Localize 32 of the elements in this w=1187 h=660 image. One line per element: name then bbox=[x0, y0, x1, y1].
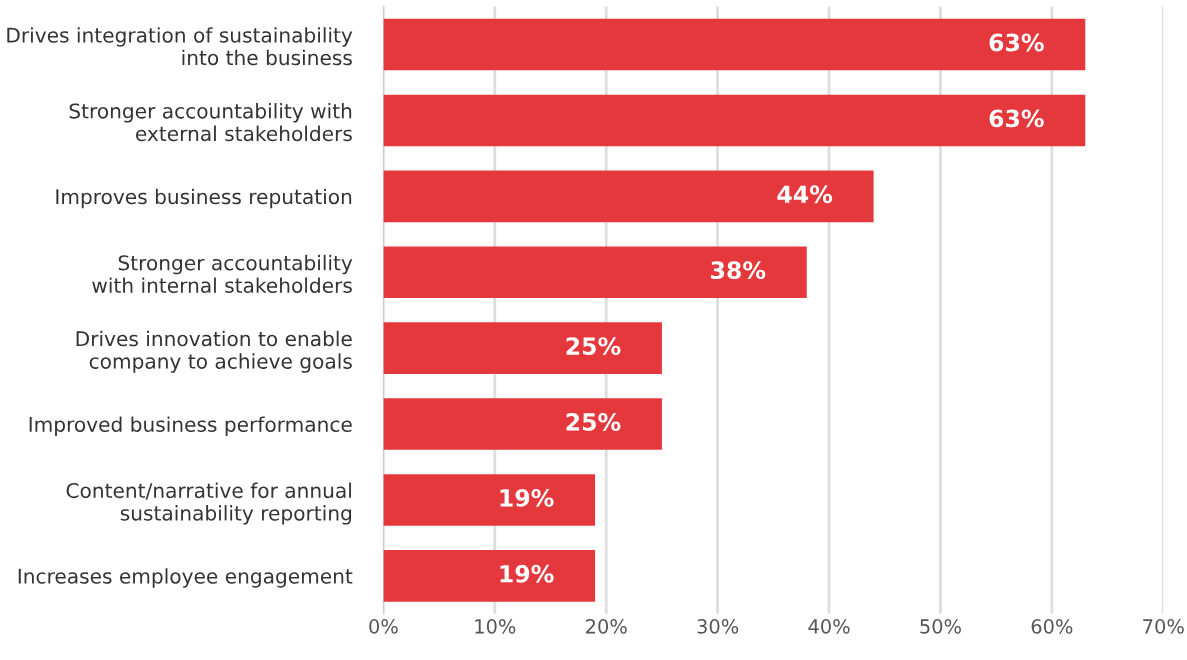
x-tick-label: 70% bbox=[1143, 619, 1184, 634]
y-tick-label: Stronger accountability with external stakeholders bbox=[69, 103, 352, 142]
bar bbox=[383, 94, 1086, 147]
y-tick-label: Content/narrative for annual sustainability reporting bbox=[66, 482, 352, 525]
y-tick-label: Drives integration of sustainability into the business bbox=[7, 27, 353, 66]
data-label: 44% bbox=[777, 185, 833, 204]
data-label: 63% bbox=[989, 109, 1044, 128]
data-label: 25% bbox=[566, 337, 621, 355]
bar bbox=[383, 474, 596, 526]
x-tick-label: 10% bbox=[475, 619, 516, 634]
data-label: 19% bbox=[500, 564, 554, 583]
bar bbox=[383, 550, 596, 602]
data-label: 25% bbox=[566, 413, 621, 431]
y-tick-label: Improved business performance bbox=[29, 416, 352, 436]
bar bbox=[383, 170, 874, 223]
x-tick-label: 0% bbox=[369, 619, 398, 634]
bar bbox=[383, 322, 662, 374]
x-tick-label: 40% bbox=[808, 619, 850, 634]
x-tick-label: 20% bbox=[586, 619, 627, 634]
bar bbox=[383, 18, 1086, 71]
y-tick-label: Increases employee engagement bbox=[18, 568, 353, 588]
y-tick-label: Drives innovation to enable company to achieve goals bbox=[76, 330, 352, 373]
y-tick-label: Stronger accountability with internal stakeholders bbox=[92, 254, 353, 293]
x-tick-label: 50% bbox=[920, 619, 961, 634]
y-tick-label: Improves business reputation bbox=[56, 188, 352, 209]
data-label: 38% bbox=[711, 261, 766, 280]
bar bbox=[383, 246, 807, 299]
x-tick-label: 30% bbox=[697, 619, 739, 634]
data-label: 63% bbox=[989, 33, 1044, 52]
data-label: 19% bbox=[500, 488, 554, 507]
x-tick-label: 60% bbox=[1031, 619, 1073, 634]
bar bbox=[383, 398, 662, 450]
